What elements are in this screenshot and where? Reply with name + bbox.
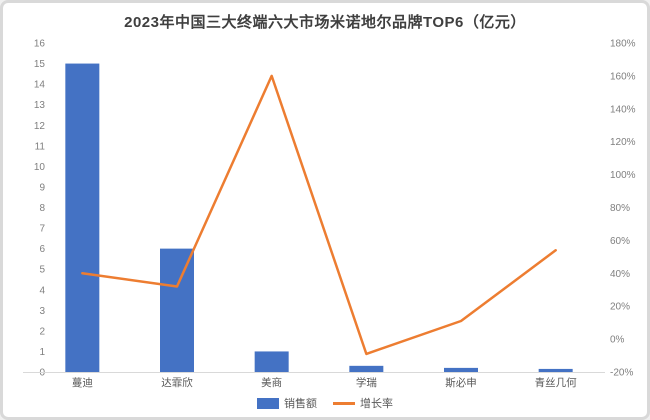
left-axis-tick: 13 xyxy=(34,100,46,111)
right-axis-tick: 80% xyxy=(610,203,630,214)
sales-legend-swatch xyxy=(257,397,279,409)
growth-line xyxy=(81,74,557,356)
left-axis-tick: 8 xyxy=(39,203,45,214)
legend-item-sales: 销售额 xyxy=(257,395,317,411)
left-axis-tick: 16 xyxy=(34,39,46,50)
category-label-2: 美商 xyxy=(261,376,282,389)
chart-legend: 销售额 增长率 xyxy=(3,395,647,411)
chart-title: 2023年中国三大终端六大市场米诺地尔品牌TOP6（亿元） xyxy=(124,14,526,31)
right-axis-tick: 120% xyxy=(610,137,636,148)
combo-chart: 012345678910111213141516-20%0%20%40%60%8… xyxy=(23,39,636,389)
sales-bar-5 xyxy=(538,368,573,372)
legend-item-growth: 增长率 xyxy=(333,395,393,411)
left-axis-tick: 11 xyxy=(35,141,46,152)
left-axis-tick: 1 xyxy=(39,347,45,358)
category-label-0: 蔓迪 xyxy=(72,376,93,389)
sales-bar-1 xyxy=(160,248,194,372)
sales-bar-2 xyxy=(254,351,289,372)
left-axis-tick: 7 xyxy=(39,224,45,235)
right-axis-tick: -20% xyxy=(610,368,633,379)
sales-bar-4 xyxy=(444,367,478,372)
growth-legend-swatch xyxy=(333,401,355,405)
right-axis-tick: 20% xyxy=(610,302,630,313)
growth-legend-label: 增长率 xyxy=(360,398,393,410)
left-axis-tick: 6 xyxy=(39,244,45,255)
category-label-1: 达霏欣 xyxy=(161,376,193,389)
left-axis-tick: 2 xyxy=(39,326,45,337)
category-label-3: 学瑞 xyxy=(356,376,377,389)
left-axis-tick: 4 xyxy=(39,285,45,296)
right-axis-tick: 60% xyxy=(610,236,630,247)
category-label-4: 斯必申 xyxy=(445,376,477,389)
right-axis-tick: 140% xyxy=(610,104,636,115)
left-axis-tick: 5 xyxy=(39,265,45,276)
left-axis-tick: 14 xyxy=(34,80,46,91)
left-axis-tick: 3 xyxy=(39,306,45,317)
category-label-5: 青丝几何 xyxy=(535,376,577,389)
left-axis-tick: 9 xyxy=(39,182,45,193)
right-axis-tick: 160% xyxy=(610,71,636,82)
left-axis-tick: 15 xyxy=(34,59,46,70)
right-axis-tick: 180% xyxy=(610,39,636,50)
right-axis-tick: 0% xyxy=(610,335,625,346)
sales-bar-3 xyxy=(349,365,384,372)
sales-bar-0 xyxy=(65,63,100,372)
right-axis-tick: 40% xyxy=(610,269,630,280)
right-axis-tick: 100% xyxy=(610,170,636,181)
left-axis-tick: 10 xyxy=(34,162,46,173)
left-axis-tick: 12 xyxy=(34,121,46,132)
sales-legend-label: 销售额 xyxy=(284,398,317,410)
